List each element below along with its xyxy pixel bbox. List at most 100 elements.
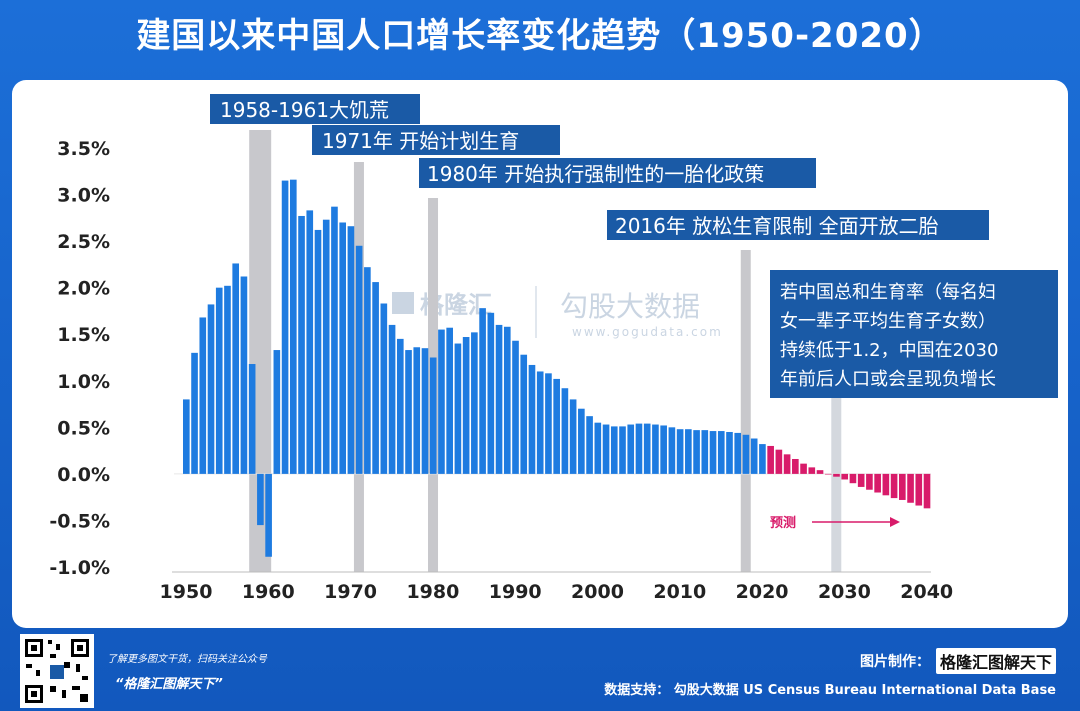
bar-actual: [602, 424, 610, 474]
bar-actual: [289, 179, 297, 474]
annotation-family-planning: 1971年 开始计划生育: [312, 125, 560, 155]
bar-actual: [462, 337, 470, 474]
bar-actual: [273, 350, 281, 474]
watermark-name: 勾股大数据: [560, 290, 700, 323]
bar-actual: [643, 423, 651, 474]
watermark-logo-icon: [392, 292, 414, 314]
forecast-arrow-icon: [890, 517, 900, 527]
bar-forecast: [833, 473, 840, 477]
bar-actual: [726, 431, 733, 474]
data-support: 数据支持： 勾股大数据 US Census Bureau Internation…: [604, 683, 1056, 698]
x-tick-label: 2040: [900, 581, 953, 603]
bar-actual: [536, 371, 544, 474]
bar-forecast: [800, 463, 807, 474]
bar-forecast: [915, 473, 923, 506]
bar-actual: [355, 245, 363, 474]
annotation-family-planning-text: 1971年 开始计划生育: [322, 129, 519, 153]
bar-forecast: [767, 445, 774, 474]
bar-actual: [553, 378, 560, 474]
bar-actual: [528, 364, 536, 474]
bar-actual: [240, 276, 248, 474]
bar-actual: [224, 285, 231, 474]
forecast-text: 预测: [770, 515, 796, 531]
x-tick-label: 1970: [324, 581, 377, 603]
bar-actual: [701, 430, 709, 474]
bar-actual: [347, 226, 355, 474]
bar-forecast: [816, 470, 824, 474]
bar-forecast: [849, 473, 857, 484]
bar-actual: [545, 373, 552, 474]
y-tick-label: 1.0%: [57, 371, 110, 393]
bar-forecast: [841, 473, 849, 480]
highlight-band: [831, 398, 842, 572]
bar-forecast: [899, 473, 906, 500]
bar-actual: [709, 431, 717, 474]
bar-actual: [610, 426, 618, 474]
bar-forecast: [923, 473, 931, 509]
bar-actual: [685, 429, 692, 474]
warning-line-1: 若中国总和生育率（每名妇: [780, 282, 996, 303]
y-tick-label: 3.5%: [57, 138, 110, 160]
annotation-two-child-text: 2016年 放松生育限制 全面开放二胎: [615, 214, 939, 238]
watermark-url: www.gogudata.com: [572, 325, 723, 339]
bar-actual: [734, 432, 742, 474]
y-tick-label: 1.5%: [57, 324, 110, 346]
bar-actual: [635, 423, 643, 474]
bar-actual: [503, 326, 511, 474]
made-by-label: 图片制作：: [859, 654, 930, 670]
bar-actual: [479, 308, 486, 474]
bar-actual: [471, 332, 478, 474]
bar-actual: [314, 229, 322, 474]
y-tick-label: 0.5%: [57, 417, 110, 439]
bar-actual: [676, 429, 684, 474]
x-tick-label: 1950: [160, 581, 213, 603]
brand-quote: “格隆汇图解天下”: [115, 677, 223, 692]
bar-forecast: [907, 473, 914, 503]
bar-actual: [306, 210, 314, 474]
bar-forecast: [775, 449, 783, 474]
bar-actual: [183, 399, 190, 474]
bar-actual: [569, 399, 577, 474]
bar-forecast: [824, 473, 832, 475]
annotation-one-child: 1980年 开始执行强制性的一胎化政策: [419, 158, 816, 188]
x-tick-label: 2010: [653, 581, 706, 603]
bar-actual: [454, 343, 462, 474]
y-tick-label: 2.0%: [57, 278, 110, 300]
y-tick-label: -1.0%: [49, 557, 110, 579]
y-tick-label: -0.5%: [49, 510, 110, 532]
bar-actual: [207, 304, 215, 474]
bar-actual: [215, 287, 223, 474]
annotation-warning: 若中国总和生育率（每名妇 女一辈子平均生育子女数） 持续低于1.2，中国在203…: [770, 270, 1058, 398]
bar-forecast: [874, 473, 881, 493]
qr-code-icon[interactable]: [20, 634, 94, 708]
bar-actual: [298, 215, 305, 474]
annotation-famine: 1958-1961大饥荒: [210, 94, 420, 124]
bar-actual: [619, 426, 626, 474]
scan-hint: 了解更多图文干货，扫码关注公众号: [107, 654, 267, 665]
bar-actual: [520, 354, 528, 474]
bar-actual: [322, 219, 330, 474]
bar-actual: [199, 317, 207, 474]
chart-panel: 格隆汇 勾股大数据 www.gogudata.com 3.5% 3.0% 2.5% 2…: [12, 80, 1068, 628]
annotation-two-child: 2016年 放松生育限制 全面开放二胎: [607, 210, 989, 240]
annotation-famine-text: 1958-1961大饥荒: [220, 98, 389, 122]
annotation-one-child-text: 1980年 开始执行强制性的一胎化政策: [427, 162, 764, 186]
x-tick-label: 2030: [818, 581, 871, 603]
bar-actual: [586, 416, 593, 474]
bar-actual: [364, 267, 371, 474]
y-tick-label: 2.5%: [57, 231, 110, 253]
bar-actual: [561, 388, 569, 474]
bar-actual: [396, 338, 404, 474]
x-tick-label: 1980: [406, 581, 459, 603]
x-tick-label: 1960: [242, 581, 295, 603]
bar-actual: [257, 473, 264, 526]
bar-actual: [405, 350, 412, 474]
forecast-label: 预测: [770, 515, 900, 531]
bar-actual: [495, 324, 503, 474]
bar-forecast: [866, 473, 873, 490]
x-tick-label: 2020: [736, 581, 789, 603]
x-tick-label: 1990: [489, 581, 542, 603]
bar-actual: [388, 324, 396, 474]
bar-actual: [668, 427, 676, 474]
